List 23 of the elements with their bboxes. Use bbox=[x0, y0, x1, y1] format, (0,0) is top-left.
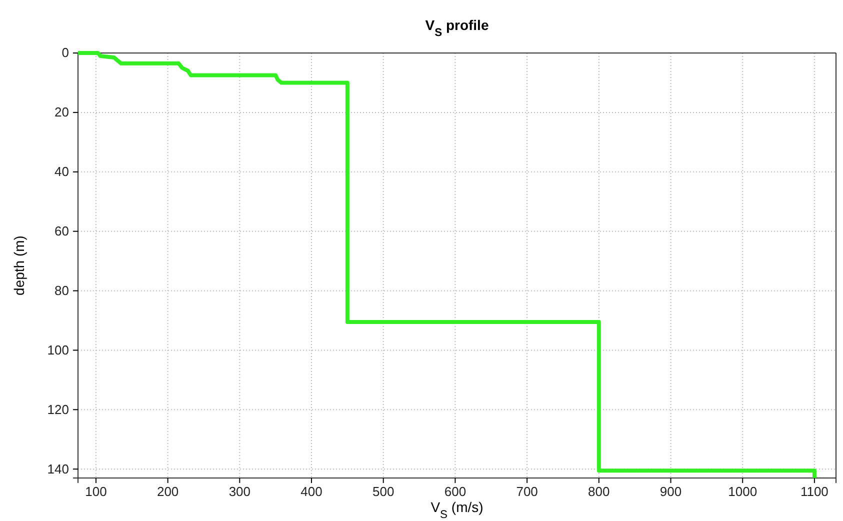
y-tick-label: 140 bbox=[47, 461, 69, 476]
x-tick-label: 1100 bbox=[800, 484, 828, 500]
x-tick-label: 300 bbox=[228, 484, 251, 500]
y-axis-title: depth (m) bbox=[11, 236, 27, 296]
x-tick-label: 1000 bbox=[728, 484, 758, 500]
y-tick-label: 120 bbox=[47, 402, 69, 417]
x-tick-label: 800 bbox=[588, 484, 610, 500]
y-tick-label: 80 bbox=[54, 282, 69, 298]
y-tick-label: 40 bbox=[54, 164, 69, 180]
y-tick-label: 60 bbox=[54, 223, 69, 238]
chart-title: V$_{S}$ profile bbox=[425, 17, 489, 39]
x-tick-label: 400 bbox=[300, 484, 322, 500]
line-series bbox=[76, 51, 816, 480]
x-tick-label: 500 bbox=[372, 484, 394, 500]
y-tick-label: 0 bbox=[62, 45, 69, 60]
x-axis-title: V$_{S}$ (m/s) bbox=[430, 499, 484, 521]
y-tick-label: 20 bbox=[54, 104, 69, 120]
x-tick-label: 700 bbox=[516, 484, 538, 500]
x-tick-label: 900 bbox=[660, 484, 682, 500]
x-tick-label: 200 bbox=[156, 484, 179, 500]
x-tick-label: 600 bbox=[444, 484, 466, 500]
y-tick-label: 100 bbox=[47, 342, 69, 358]
x-tick-label: 100 bbox=[85, 484, 107, 500]
